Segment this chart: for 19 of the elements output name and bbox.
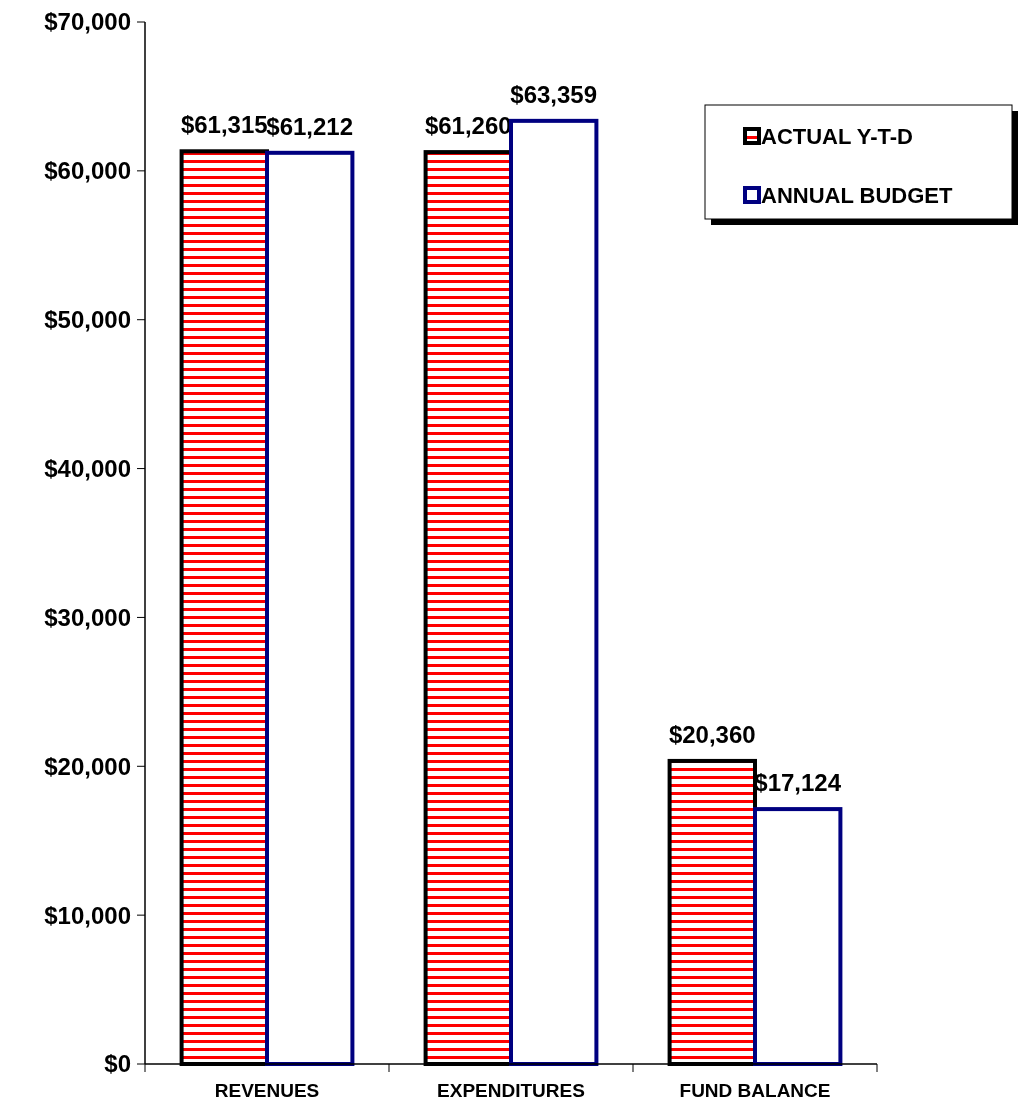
data-label: $61,260	[424, 112, 512, 140]
y-tick-label: $30,000	[44, 603, 131, 631]
data-label: $61,315	[180, 111, 268, 139]
y-tick-label: $20,000	[44, 752, 131, 780]
y-tick-label: $10,000	[44, 901, 131, 929]
y-tick-label: $50,000	[44, 306, 131, 334]
y-tick-label: $70,000	[44, 8, 131, 36]
data-label: $61,212	[266, 112, 354, 140]
legend-label: ANNUAL BUDGET	[761, 182, 954, 208]
y-tick-label: $0	[104, 1050, 131, 1078]
x-tick-label: REVENUES	[214, 1080, 320, 1101]
legend-label: ACTUAL Y-T-D	[761, 123, 913, 149]
data-label: $63,359	[510, 80, 598, 108]
x-tick-label: EXPENDITURES	[437, 1080, 585, 1101]
x-tick-label: FUND BALANCE	[679, 1080, 831, 1101]
data-label: $17,124	[754, 769, 842, 797]
data-label: $20,360	[668, 720, 756, 748]
y-tick-label: $60,000	[44, 157, 131, 185]
y-tick-label: $40,000	[44, 454, 131, 482]
